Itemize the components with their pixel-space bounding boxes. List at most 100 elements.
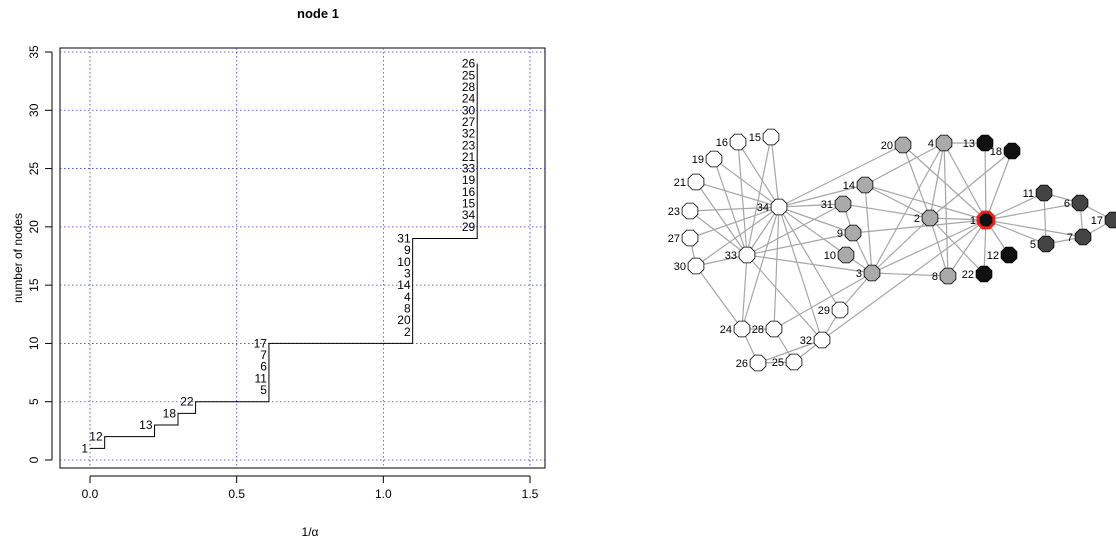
network-node: 29	[818, 301, 849, 319]
step-label: 3	[404, 266, 411, 280]
step-label: 7	[260, 348, 267, 362]
network-edge	[778, 184, 866, 208]
network-node: 22	[962, 265, 993, 283]
y-tick-label: 30	[27, 103, 41, 117]
network-edge	[929, 150, 1013, 219]
step-label: 29	[462, 220, 476, 234]
network-edge	[985, 219, 1047, 245]
network-edge	[695, 181, 780, 208]
node-label: 4	[928, 138, 934, 150]
node-label: 13	[963, 138, 975, 150]
node-marker	[1037, 235, 1055, 253]
node-marker	[785, 353, 803, 371]
node-label: 18	[990, 146, 1002, 158]
node-marker	[729, 133, 747, 151]
network-edge	[821, 219, 987, 341]
network-edge	[984, 142, 987, 221]
network-edge	[689, 206, 780, 212]
node-label: 15	[749, 132, 761, 144]
network-edge	[985, 219, 1084, 238]
network-node: 2	[914, 209, 939, 227]
node-marker	[831, 301, 849, 319]
network-edge	[770, 136, 780, 208]
y-axis-label: number of nodes	[11, 213, 25, 303]
network-node: 25	[772, 353, 803, 371]
node-label: 31	[821, 199, 833, 211]
step-label: 24	[462, 92, 476, 106]
network-edge	[713, 158, 780, 208]
network-edge	[864, 184, 873, 274]
step-label: 2	[404, 325, 411, 339]
network-node: 20	[881, 136, 912, 154]
network-node: 16	[716, 133, 747, 151]
node-marker	[687, 173, 705, 191]
network-nodes: 1234567891011121314151617181920212223242…	[668, 128, 1116, 372]
network-edge	[746, 254, 873, 274]
network-node: 19	[692, 150, 723, 168]
node-label: 2	[914, 213, 920, 225]
step-label: 15	[462, 197, 476, 211]
network-edge	[746, 254, 823, 341]
network-edge	[864, 184, 931, 219]
network-edge	[929, 142, 945, 219]
network-edge	[746, 203, 844, 256]
network-node: 8	[932, 267, 957, 285]
node-label: 11	[1023, 188, 1034, 200]
node-marker	[894, 136, 912, 154]
network-edge	[778, 144, 904, 208]
network-edge	[902, 144, 931, 219]
plot-frame	[59, 47, 546, 469]
node-marker	[687, 257, 705, 275]
node-marker	[681, 202, 699, 220]
network-edge	[778, 206, 854, 234]
node-label: 22	[962, 269, 974, 281]
node-label: 19	[692, 154, 704, 166]
network-edge	[943, 142, 949, 277]
network-edge	[741, 254, 748, 330]
node-marker	[935, 134, 953, 152]
network-node: 21	[674, 173, 705, 191]
network-edge	[1043, 192, 1047, 245]
step-label: 27	[462, 115, 476, 129]
network-edge	[689, 206, 780, 239]
network-node: 23	[668, 202, 699, 220]
network-node: 33	[725, 246, 756, 264]
node-label: 29	[818, 305, 830, 317]
network-node: 15	[749, 128, 780, 146]
y-tick-label: 35	[27, 45, 41, 59]
x-tick-label: 0.0	[82, 487, 99, 501]
node-label: 16	[716, 137, 728, 149]
node-marker	[856, 176, 874, 194]
node-label: 23	[668, 206, 680, 218]
network-edge	[689, 210, 748, 256]
node-marker	[765, 320, 783, 338]
network-node: 34	[757, 198, 788, 216]
step-label: 21	[462, 150, 476, 164]
network-node: 18	[990, 142, 1021, 160]
node-marker	[921, 209, 939, 227]
x-tick-label: 1.0	[375, 487, 392, 501]
step-label: 12	[89, 430, 103, 444]
node-label: 14	[843, 180, 855, 192]
network-graph: 1234567891011121314151617181920212223242…	[668, 128, 1116, 372]
node-label: 5	[1030, 239, 1036, 251]
step-label: 16	[462, 185, 476, 199]
node-marker	[1035, 184, 1053, 202]
step-label: 17	[254, 336, 268, 350]
network-node: 31	[821, 195, 852, 213]
chart-title: node 1	[297, 6, 339, 21]
network-node: 13	[963, 134, 994, 152]
step-label: 33	[462, 162, 476, 176]
network-edge	[871, 272, 949, 277]
node-label: 6	[1064, 198, 1070, 210]
network-edge	[778, 206, 823, 341]
node-marker	[1071, 194, 1089, 212]
step-label: 10	[397, 255, 411, 269]
network-edge	[746, 136, 772, 256]
network-edge	[871, 217, 931, 274]
step-label: 13	[139, 418, 153, 432]
network-edge	[864, 184, 987, 221]
node-label: 17	[1091, 215, 1103, 227]
step-label: 32	[462, 127, 476, 141]
